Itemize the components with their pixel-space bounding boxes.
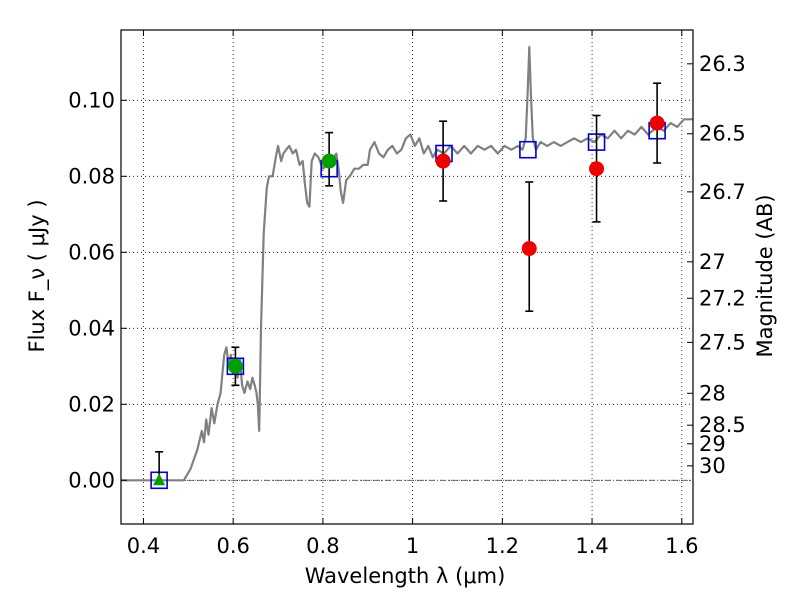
mag-tick-label: 26.3 — [699, 52, 746, 76]
y-tick-label: 0.06 — [68, 240, 115, 264]
mag-tick-label: 28.5 — [699, 413, 746, 437]
photometry-point — [589, 161, 605, 177]
x-tick-label: 0.6 — [216, 534, 249, 558]
y-tick-label: 0.08 — [68, 164, 115, 188]
axes-frame — [120, 29, 694, 525]
ticks: 0.4 0.6 0.8 1 1.2 1.4 1.6 0.00 0.02 0.04 0.06 0.08 0… — [68, 30, 746, 558]
sed-line — [121, 46, 693, 482]
upper-limit-triangle — [153, 473, 166, 486]
x-tick-label: 0.4 — [127, 534, 160, 558]
mag-tick-label: 30 — [699, 454, 726, 478]
y-axis-label: Flux F_ν ( μJy ) — [25, 199, 50, 352]
photometry-point — [521, 241, 537, 256]
mag-tick-label: 26.7 — [699, 180, 746, 204]
x-tick-label: 0.8 — [306, 534, 339, 558]
photometry-point — [227, 358, 243, 374]
photometry-point — [321, 153, 337, 169]
y-tick-label: 0.02 — [68, 392, 115, 416]
y-tick-label: 0.00 — [68, 468, 115, 492]
mag-tick-label: 29 — [699, 432, 726, 456]
x-tick-label: 1 — [406, 534, 419, 558]
x-tick-label: 1.2 — [486, 534, 519, 558]
x-axis-label: Wavelength λ (μm) — [305, 564, 506, 588]
x-tick-label: 1.4 — [575, 534, 608, 558]
axes-border — [120, 29, 694, 525]
photometry-point — [435, 153, 451, 169]
x-tick-label: 1.6 — [665, 534, 698, 558]
model-photometry-square — [519, 140, 537, 159]
mag-tick-label: 27.5 — [699, 330, 746, 354]
mag-tick-label: 27 — [699, 250, 726, 274]
mag-tick-label: 27.2 — [699, 286, 746, 310]
y-axis-right-label: Magnitude (AB) — [753, 194, 777, 357]
mag-tick-label: 28 — [699, 381, 726, 405]
y-tick-label: 0.04 — [68, 316, 115, 340]
plot-area — [121, 46, 693, 490]
y-tick-label: 0.10 — [68, 88, 115, 112]
mag-tick-label: 26.5 — [699, 122, 746, 146]
photometry-point — [649, 115, 665, 131]
